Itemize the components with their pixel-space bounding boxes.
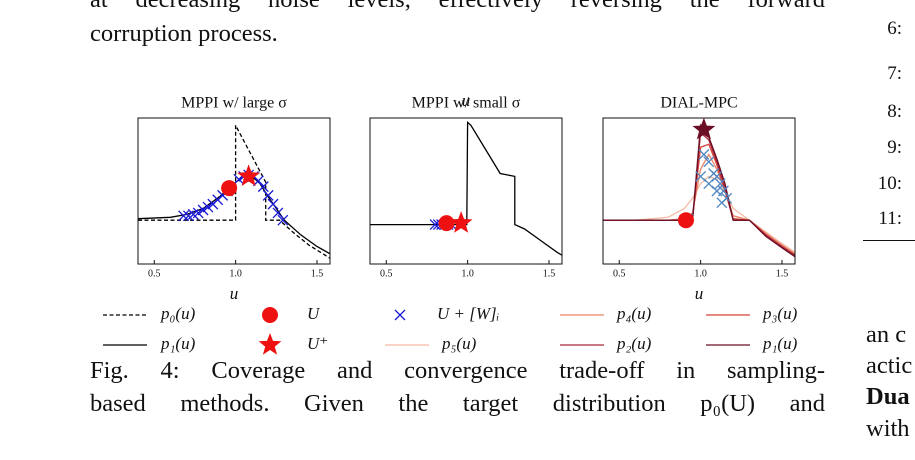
x-tick-label: 1.0: [229, 268, 242, 279]
cross-marker: [716, 197, 728, 209]
circle-marker: [221, 180, 238, 197]
legend-label: U + [W]ᵢ: [437, 304, 499, 323]
star-marker: [237, 164, 261, 187]
line-number: 10:: [877, 173, 902, 194]
cross-marker: [272, 207, 284, 219]
cross-marker: [698, 149, 710, 160]
legend-label: p₄(u): [616, 304, 652, 323]
x-tick-label: 0.5: [380, 268, 393, 279]
line-number: 6:: [887, 18, 902, 39]
caption: Fig. 4: Coverage and convergence trade-o…: [90, 357, 825, 384]
circle-marker: [438, 215, 455, 232]
body-text: an c: [866, 321, 907, 348]
cross-marker: [703, 156, 715, 168]
star-marker: [449, 211, 473, 233]
x-tick-label: 1.5: [776, 268, 789, 279]
x-tick-label: 0.5: [613, 268, 626, 279]
x-tick-label: 0.5: [148, 268, 161, 279]
line-number: 11:: [878, 208, 902, 229]
cross-marker: [267, 198, 279, 210]
body-text: Dua: [866, 383, 910, 410]
line-number: 7:: [887, 63, 902, 84]
legend-label: p₅(u): [441, 334, 477, 353]
x-tick-label: 1.5: [311, 268, 324, 279]
legend-label: U⁺: [307, 334, 328, 353]
x-axis-label: u: [462, 91, 471, 110]
plot-frame: [369, 117, 563, 265]
curve: [603, 143, 795, 256]
legend-swatch: [258, 333, 282, 355]
x-axis-label: u: [230, 284, 239, 303]
legend-label: p₂(u): [616, 334, 652, 353]
curve: [370, 120, 562, 256]
x-tick-label: 1.0: [694, 268, 707, 279]
cross-marker: [714, 178, 726, 190]
chart-title: DIAL-MPC: [660, 95, 737, 112]
rule: [863, 240, 915, 241]
line-number: 9:: [887, 137, 902, 158]
cross-marker: [202, 201, 214, 213]
body-text: corruption process.: [90, 20, 278, 47]
cross-marker: [257, 181, 269, 193]
legend-label: U: [307, 304, 321, 323]
chart-title: MPPI w/ small σ: [412, 95, 521, 112]
curve: [138, 124, 330, 259]
star-marker: [692, 117, 716, 140]
cross-marker: [197, 204, 209, 216]
curve: [603, 153, 795, 255]
x-tick-label: 1.5: [543, 268, 556, 279]
cross-marker: [277, 214, 289, 226]
curve: [603, 123, 795, 258]
cross-marker: [711, 185, 723, 197]
chart-title: MPPI w/ large σ: [181, 95, 287, 112]
plot-frame: [602, 117, 796, 265]
body-text: with: [866, 415, 910, 442]
plot-frame: [137, 117, 331, 265]
legend-label: p₀(u): [160, 304, 196, 323]
line-number: 8:: [887, 101, 902, 122]
caption: based methods. Given the target distribu…: [90, 390, 825, 417]
curve: [603, 175, 795, 253]
cross-marker: [178, 210, 190, 222]
legend-swatch: [262, 307, 278, 323]
body-text: at decreasing noise levels, effectively …: [90, 0, 825, 14]
legend-label: p₁(u): [762, 334, 798, 353]
legend-swatch: [394, 309, 406, 321]
body-text: actic: [866, 352, 913, 379]
legend-label: p₁(u): [160, 334, 196, 353]
x-tick-label: 1.0: [461, 268, 474, 279]
x-axis-label: u: [695, 284, 704, 303]
cross-marker: [262, 189, 274, 201]
circle-marker: [677, 212, 694, 229]
legend-label: p₃(u): [762, 304, 798, 323]
cross-marker: [192, 207, 204, 219]
